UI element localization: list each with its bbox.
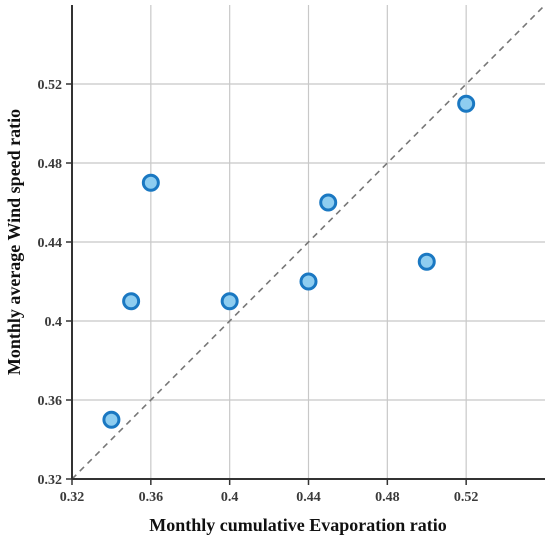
data-point-3	[220, 292, 239, 311]
data-point-2	[141, 173, 160, 192]
reference-line	[71, 4, 546, 480]
data-point-6	[417, 252, 436, 271]
data-points	[102, 94, 476, 429]
data-point-1	[122, 292, 141, 311]
data-point-4	[299, 272, 318, 291]
x-axis-title: Monthly cumulative Evaporation ratio	[149, 515, 447, 535]
y-tick-label-0: 0.32	[38, 473, 63, 488]
data-point-5	[319, 193, 338, 212]
y-tick-label-4: 0.48	[38, 157, 63, 172]
x-tick-label-4: 0.48	[375, 490, 400, 505]
y-tick-label-5: 0.52	[38, 78, 63, 93]
x-tick-label-0: 0.32	[60, 490, 85, 505]
x-tick-label-3: 0.44	[296, 490, 321, 505]
y-tick-label-2: 0.4	[45, 315, 63, 330]
tick-labels: 0.32 0.36 0.4 0.44 0.48 0.52 0.32 0.36 0.4 0.44 0.…	[38, 78, 479, 505]
y-tick-label-3: 0.44	[38, 236, 63, 251]
x-tick-label-2: 0.4	[221, 490, 239, 505]
reference-line-layer	[71, 4, 546, 480]
axes	[66, 5, 545, 485]
x-tick-label-1: 0.36	[139, 490, 164, 505]
data-point-0	[102, 410, 121, 429]
y-axis-title: Monthly average Wind speed ratio	[4, 109, 24, 375]
y-tick-label-1: 0.36	[38, 394, 63, 409]
x-tick-label-5: 0.52	[454, 490, 479, 505]
data-point-7	[457, 94, 476, 113]
